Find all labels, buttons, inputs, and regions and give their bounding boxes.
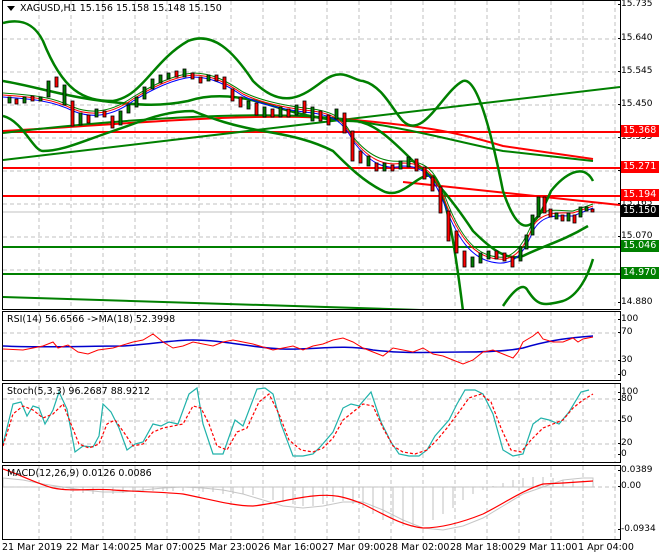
price-tick: 15.165 [618,198,653,208]
rsi-tick: 0 [618,369,627,379]
macd-tick: -0.0934 [618,524,656,534]
dropdown-triangle-icon[interactable] [7,6,15,11]
stoch-tick: 100 [617,387,639,397]
time-label: 28 Mar 18:00 [450,542,514,553]
price-tick: 15.640 [618,33,653,43]
price-tick: 15.450 [618,99,653,109]
symbol-ohlc-label: XAGUSD,H1 15.156 15.158 15.148 15.150 [20,3,222,14]
time-label: 26 Mar 16:00 [258,542,322,553]
macd-tick: 0.0389 [618,465,653,475]
rsi-canvas [3,312,620,380]
price-tick: 15.735 [618,0,653,9]
rsi-tick: 30 [617,355,633,365]
stoch-tick: 50 [617,415,633,425]
price-tick: 15.355 [618,132,653,142]
level-tag-resistance: 15.368 [621,125,659,137]
stoch-canvas [3,384,620,462]
price-chart-panel[interactable]: XAGUSD,H1 15.156 15.158 15.148 15.150 [2,0,621,310]
rsi-tick: 70 [617,327,633,337]
stoch-axis: 100 80 50 20 0 [617,383,660,461]
stoch-tick: 20 [617,438,633,448]
time-label: 25 Mar 23:00 [194,542,258,553]
macd-label: MACD(12,26,9) 0.0126 0.0086 [7,468,152,479]
rsi-label: RSI(14) 56.6566 ->MA(18) 52.3998 [7,314,176,325]
level-tag-resistance: 15.194 [621,189,659,201]
time-label: 29 Mar 11:00 [514,542,578,553]
time-label: 1 Apr 04:00 [578,542,634,553]
stochastic-panel[interactable]: Stoch(5,3,3) 96.2687 88.9212 [2,383,621,463]
time-label: 27 Mar 09:00 [322,542,386,553]
level-tag-support: 15.046 [621,240,659,252]
chart-title: XAGUSD,H1 15.156 15.158 15.148 15.150 [7,3,222,14]
time-label: 28 Mar 02:00 [386,542,450,553]
macd-axis: 0.0389 0.00 -0.0934 [617,465,660,538]
stoch-tick: 0 [618,449,627,459]
time-label: 25 Mar 07:00 [130,542,194,553]
rsi-axis: 100 70 30 0 [617,311,660,379]
price-tick: 15.070 [618,231,653,241]
price-axis: 15.735 15.640 15.545 15.450 15.355 15.26… [618,0,660,308]
price-tick: 14.880 [618,297,653,307]
level-tag-resistance: 15.271 [621,161,659,173]
level-tag-support: 14.970 [621,267,659,279]
macd-tick: 0.00 [617,481,642,491]
time-axis: 21 Mar 2019 22 Mar 14:00 25 Mar 07:00 25… [0,540,660,560]
stoch-label: Stoch(5,3,3) 96.2687 88.9212 [7,386,151,397]
macd-panel[interactable]: MACD(12,26,9) 0.0126 0.0086 [2,465,621,540]
time-label: 21 Mar 2019 [2,542,63,553]
price-tick: 15.545 [618,66,653,76]
macd-canvas [3,466,620,539]
time-label: 22 Mar 14:00 [66,542,130,553]
rsi-panel[interactable]: RSI(14) 56.6566 ->MA(18) 52.3998 [2,311,621,381]
stoch-tick: 80 [617,394,633,404]
current-price-tag: 15.150 [621,205,659,217]
price-chart-canvas [3,1,620,309]
rsi-tick: 100 [617,314,639,324]
